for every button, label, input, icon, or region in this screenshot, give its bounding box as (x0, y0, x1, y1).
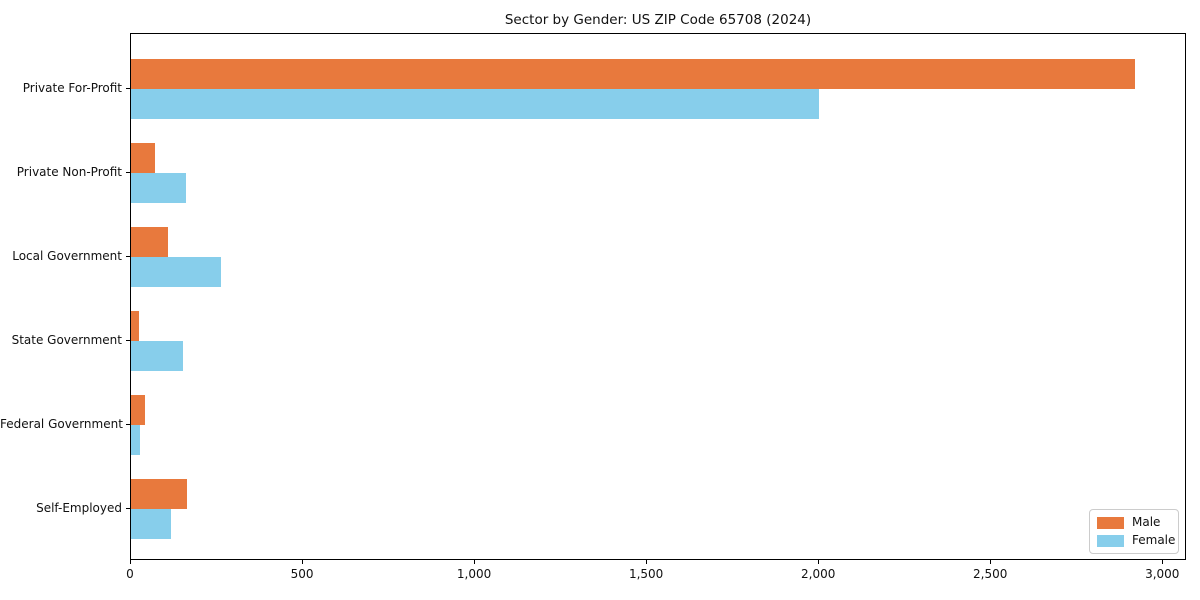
bar-female-state-government (131, 341, 183, 372)
xtick-label-2500: 2,500 (973, 567, 1008, 581)
ytick-label-state-government: State Government (11, 333, 122, 348)
xtick-label-3000: 3,000 (1145, 567, 1180, 581)
ytick-mark-local-government (126, 256, 130, 258)
legend-row-male: Male (1097, 516, 1170, 529)
ytick-mark-self-employed (126, 508, 130, 510)
bar-male-federal-government (131, 395, 145, 426)
legend-swatch-female (1097, 534, 1124, 547)
xtick-label-2000: 2,000 (800, 567, 836, 581)
plot-area: Male Female (130, 33, 1186, 560)
xtick-mark-3000 (1162, 560, 1164, 564)
bar-female-self-employed (131, 509, 172, 540)
legend-label-male: Male (1132, 515, 1161, 529)
legend: Male Female (1089, 509, 1179, 554)
bar-male-private-non-profit (131, 143, 156, 174)
ytick-mark-private-for-profit (126, 88, 130, 90)
bar-female-private-for-profit (131, 89, 820, 120)
xtick-label-500: 500 (290, 567, 314, 581)
bar-female-local-government (131, 257, 221, 288)
legend-label-female: Female (1132, 533, 1176, 547)
xtick-mark-2500 (990, 560, 992, 564)
xtick-label-1500: 1,500 (628, 567, 664, 581)
xtick-mark-1000 (474, 560, 476, 564)
ytick-mark-state-government (126, 340, 130, 342)
bar-female-federal-government (131, 425, 140, 456)
ytick-mark-private-non-profit (126, 172, 130, 174)
ytick-mark-federal-government (126, 424, 130, 426)
ytick-label-federal-government: Federal Government (0, 417, 123, 432)
ytick-label-private-for-profit: Private For-Profit (22, 81, 122, 96)
ytick-label-local-government: Local Government (12, 249, 122, 264)
legend-swatch-male (1097, 516, 1124, 529)
ytick-label-self-employed: Self-Employed (36, 501, 122, 516)
xtick-mark-2000 (818, 560, 820, 564)
ytick-label-private-non-profit: Private Non-Profit (16, 165, 122, 180)
xtick-label-0: 0 (126, 567, 134, 581)
bar-male-local-government (131, 227, 168, 258)
xtick-mark-0 (130, 560, 131, 564)
bar-male-private-for-profit (131, 59, 1136, 90)
legend-row-female: Female (1097, 534, 1175, 547)
bar-male-self-employed (131, 479, 188, 510)
xtick-mark-500 (302, 560, 304, 564)
chart-title: Sector by Gender: US ZIP Code 65708 (202… (504, 12, 812, 28)
bar-male-state-government (131, 311, 139, 342)
xtick-label-1000: 1,000 (456, 567, 492, 581)
xtick-mark-1500 (646, 560, 648, 564)
bar-female-private-non-profit (131, 173, 186, 204)
